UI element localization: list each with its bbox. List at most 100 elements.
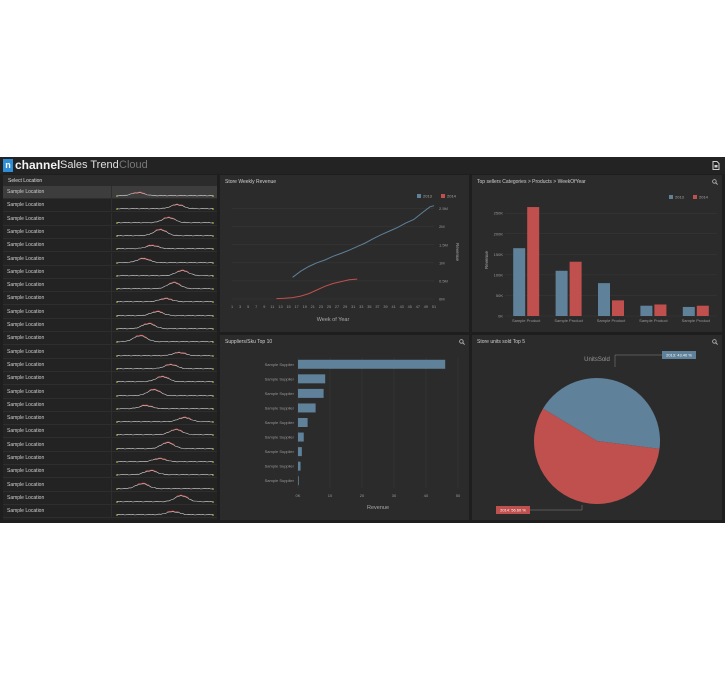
row-divider <box>111 505 112 519</box>
location-label: Sample Location <box>7 441 45 448</box>
sparkline-start-dot <box>116 195 118 197</box>
legend-label: 2014 <box>447 194 457 199</box>
sparkline-end-dot <box>212 474 214 477</box>
location-row[interactable]: Sample Location <box>3 478 217 492</box>
legend-label: 2013 <box>675 195 685 200</box>
location-row[interactable]: Sample Location <box>3 425 217 439</box>
sparkline-end-dot <box>212 434 214 437</box>
location-row[interactable]: Sample Location <box>3 279 217 293</box>
supplier-bar <box>298 461 301 471</box>
sparkline-end-dot <box>212 381 214 383</box>
location-row[interactable]: Sample Location <box>3 252 217 266</box>
zoom-icon[interactable] <box>712 339 718 345</box>
suppliers-panel: Suppliers/Sku Top 10 0K 10 20 30 40 50 Revenue… <box>220 335 469 520</box>
location-sparkline <box>116 388 214 397</box>
sparkline-end-dot <box>212 235 214 237</box>
location-row[interactable]: Sample Location <box>3 212 217 226</box>
y-tick-label: Sample Supplier <box>265 435 295 440</box>
location-row[interactable]: Sample Location <box>3 491 217 505</box>
suppliers-chart: 0K 10 20 30 40 50 Revenue Sample Supplier Sample… <box>265 357 461 511</box>
zoom-icon[interactable] <box>712 179 718 185</box>
row-divider <box>111 425 112 439</box>
location-sparkline <box>116 269 214 277</box>
callout-label: 2013: 43.40 % <box>666 353 692 358</box>
sparkline-2014 <box>132 191 146 194</box>
location-row[interactable]: Sample Location <box>3 265 217 279</box>
location-row[interactable]: Sample Location <box>3 239 217 253</box>
bar-2014 <box>696 305 709 316</box>
location-row[interactable]: Sample Location <box>3 438 217 452</box>
y-tick-label: Sample Supplier <box>265 391 295 396</box>
x-tick-label: 17 <box>295 305 299 309</box>
x-tick-label: Sample Product <box>682 318 711 323</box>
location-label: Sample Location <box>7 308 45 315</box>
legend-swatch <box>693 195 697 199</box>
sparkline-2013 <box>116 470 214 476</box>
x-tick-label: 9 <box>263 305 265 309</box>
x-tick-label: 29 <box>343 305 347 309</box>
app-title-suffix: Cloud <box>119 159 148 171</box>
sparkline-2013 <box>116 351 214 356</box>
location-row[interactable]: Sample Location <box>3 305 217 319</box>
row-divider <box>111 491 112 505</box>
row-divider <box>111 292 112 306</box>
location-list-header-label: Select Location <box>8 178 43 184</box>
sparkline-2013 <box>116 269 214 277</box>
row-divider <box>111 438 112 452</box>
location-row[interactable]: Sample Location <box>3 186 217 199</box>
location-sparkline <box>116 310 214 317</box>
row-divider <box>111 252 112 266</box>
sparkline-end-dot <box>212 288 214 290</box>
location-label: Sample Location <box>7 202 45 209</box>
location-row[interactable]: Sample Location <box>3 345 217 359</box>
y-tick-label: Sample Supplier <box>265 376 295 381</box>
location-sparkline <box>116 510 214 516</box>
dashboard-app: n channel Sales Trend Cloud Select Locat… <box>0 157 725 523</box>
location-row[interactable]: Sample Location <box>3 358 217 372</box>
sparkline-2014 <box>136 482 150 486</box>
location-row[interactable]: Sample Location <box>3 292 217 306</box>
location-row[interactable]: Sample Location <box>3 505 217 519</box>
location-row[interactable]: Sample Location <box>3 452 217 465</box>
location-row[interactable]: Sample Location <box>3 398 217 412</box>
location-sparkline <box>116 441 214 450</box>
chart-subtitle: UnitsSold <box>584 357 610 363</box>
supplier-bar <box>298 476 299 486</box>
location-list-header: Select Location <box>3 175 217 186</box>
bar-2013 <box>640 305 653 316</box>
sparkline-start-dot <box>116 501 118 503</box>
location-row[interactable]: Sample Location <box>3 465 217 479</box>
location-row[interactable]: Sample Location <box>3 199 217 213</box>
x-tick-label: 7 <box>255 305 257 309</box>
sparkline-2014 <box>178 416 192 420</box>
location-label: Sample Location <box>7 401 45 408</box>
sparkline-end-dot <box>212 341 214 344</box>
sparkline-2014 <box>164 363 178 366</box>
sparkline-2013 <box>116 323 214 330</box>
y-axis-label: Revenue <box>484 250 489 269</box>
zoom-icon[interactable] <box>459 339 465 345</box>
location-label: Sample Location <box>7 388 45 395</box>
location-row[interactable]: Sample Location <box>3 385 217 399</box>
sparkline-2014 <box>166 510 180 513</box>
location-sparkline <box>116 216 214 224</box>
callout-box <box>662 351 696 359</box>
export-icon[interactable] <box>712 161 720 170</box>
row-divider <box>111 265 112 279</box>
sparkline-2014 <box>160 297 174 301</box>
sparkline-end-dot <box>212 261 214 264</box>
sparkline-start-dot <box>116 421 118 423</box>
sparkline-2013 <box>116 204 214 210</box>
location-sparkline <box>116 281 214 290</box>
location-row[interactable]: Sample Location <box>3 372 217 386</box>
location-row[interactable]: Sample Location <box>3 332 217 346</box>
location-row[interactable]: Sample Location <box>3 225 217 239</box>
location-label: Sample Location <box>7 255 45 262</box>
location-row[interactable]: Sample Location <box>3 412 217 426</box>
location-sparkline <box>116 457 214 463</box>
row-divider <box>111 345 112 359</box>
sparkline-end-dot <box>212 501 214 503</box>
row-divider <box>111 199 112 213</box>
location-row[interactable]: Sample Location <box>3 319 217 332</box>
location-sparkline <box>116 428 214 437</box>
